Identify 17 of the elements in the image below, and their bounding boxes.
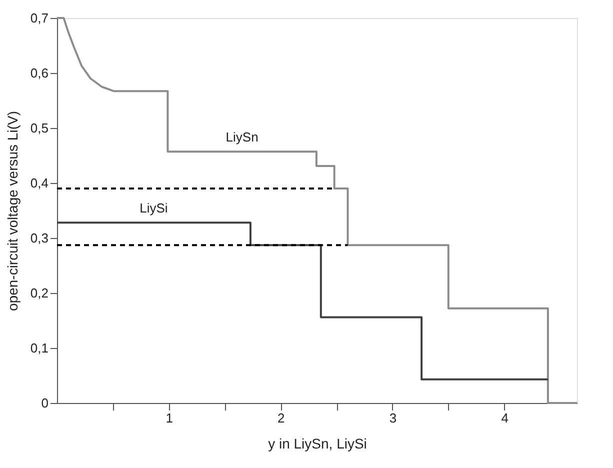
line-series xyxy=(56,222,549,380)
x-axis-title: y in LiySn, LiySi xyxy=(268,436,367,452)
y-axis-title: open-circuit voltage versus Li(V) xyxy=(4,111,20,311)
y-tick-label: 0,5 xyxy=(30,120,48,136)
y-tick-label: 0,6 xyxy=(30,66,48,80)
y-tick-label: 0,7 xyxy=(30,10,48,26)
y-tick-label: 0,3 xyxy=(30,230,48,246)
x-tick-label: 4 xyxy=(501,410,508,426)
y-tick-label: 0,1 xyxy=(30,340,48,356)
y-tick-label: 0,2 xyxy=(30,286,48,300)
x-tick-label: 2 xyxy=(278,410,285,426)
series-label: LiySn xyxy=(226,130,258,145)
series-label: LiySi xyxy=(140,200,168,216)
x-tick-label: 3 xyxy=(389,410,397,426)
y-tick-label: 0 xyxy=(41,396,48,410)
x-tick-label: 1 xyxy=(166,410,173,426)
y-tick-label: 0,4 xyxy=(30,176,48,190)
